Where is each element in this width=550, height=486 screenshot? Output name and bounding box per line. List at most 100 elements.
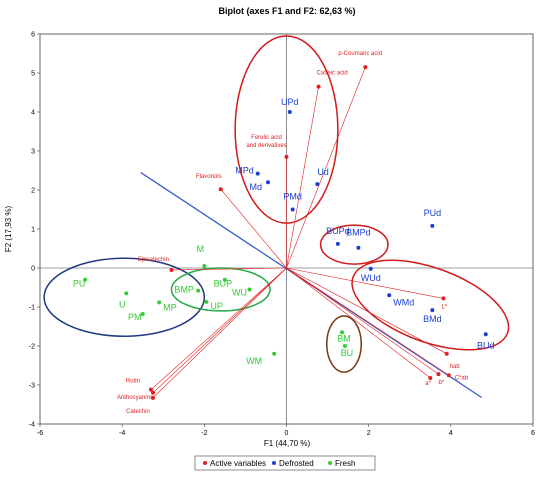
x-tick-label: 2 xyxy=(367,430,371,437)
x-tick-label: -6 xyxy=(37,430,43,437)
y-tick-label: 1 xyxy=(31,227,35,234)
ellipse-bm-bu xyxy=(326,315,363,373)
data-point xyxy=(428,375,433,380)
point-label: WMd xyxy=(393,297,414,307)
point-label: U xyxy=(119,299,126,309)
vector-line xyxy=(286,267,449,376)
data-point xyxy=(446,373,451,378)
point-label: C*ab xyxy=(455,375,469,381)
point-label: L* xyxy=(441,304,447,310)
data-point xyxy=(436,372,441,377)
point-label: BUPd xyxy=(326,226,350,236)
vector-line xyxy=(171,267,287,271)
ellipse-fresh-center xyxy=(170,267,271,312)
data-point xyxy=(430,308,435,313)
point-labels: p-Coumaric acid Caffeic acid Ferulic acid a… xyxy=(73,51,495,415)
point-label: Flavonols xyxy=(196,174,222,180)
point-label: BMd xyxy=(423,314,442,324)
data-point xyxy=(247,287,252,292)
legend-active-label: Active variables xyxy=(210,459,266,468)
data-point xyxy=(196,288,201,293)
data-point xyxy=(444,351,449,356)
legend-defrosted-marker xyxy=(272,461,276,465)
data-point xyxy=(290,207,295,212)
ellipse-fresh-left xyxy=(43,257,206,337)
data-point xyxy=(222,277,227,282)
point-label: WUd xyxy=(361,273,381,283)
chart-title: Biplot (axes F1 and F2: 62,63 %) xyxy=(218,6,355,16)
data-point xyxy=(284,154,289,159)
data-point xyxy=(157,300,162,305)
point-label: Ferulic acid xyxy=(251,135,282,141)
data-point xyxy=(335,241,340,246)
y-tick-label: -2 xyxy=(29,344,35,351)
data-point xyxy=(483,332,488,337)
legend-fresh-marker xyxy=(328,461,332,465)
point-label: p-Coumaric acid xyxy=(338,51,382,57)
ellipse-right-defrosted xyxy=(351,259,510,351)
y-tick-label: 0 xyxy=(31,266,35,273)
data-point xyxy=(441,296,446,301)
y-tick-label: -4 xyxy=(29,422,35,429)
legend-fresh-label: Fresh xyxy=(335,459,355,468)
point-label: PMd xyxy=(283,192,302,202)
ellipse-bupd-bmpd xyxy=(319,224,389,265)
point-label: Catechin xyxy=(126,409,150,415)
data-point xyxy=(150,395,155,400)
x-tick-label: -4 xyxy=(119,430,125,437)
biplot-lines xyxy=(140,67,483,399)
y-tick-label: 6 xyxy=(31,32,35,39)
data-point xyxy=(430,223,435,228)
point-label: PU xyxy=(73,279,86,289)
point-label: BUd xyxy=(477,340,495,350)
point-label: WU xyxy=(232,287,247,297)
x-tick-label: 4 xyxy=(449,430,453,437)
y-tick-label: 4 xyxy=(31,110,35,117)
point-label: Caffeic acid xyxy=(317,71,348,77)
point-label: M xyxy=(197,244,205,254)
y-tick-label: 3 xyxy=(31,149,35,156)
legend-defrosted-label: Defrosted xyxy=(279,459,314,468)
point-label: Md xyxy=(249,182,262,192)
point-label: MPd xyxy=(235,166,254,176)
data-point xyxy=(368,266,373,271)
point-label: BUP xyxy=(214,279,233,289)
data-point xyxy=(255,171,260,176)
data-point xyxy=(316,84,321,89)
data-point xyxy=(315,182,320,187)
point-label: Epicatechin xyxy=(138,257,169,263)
data-point xyxy=(169,267,174,272)
point-label: BM xyxy=(337,333,351,343)
y-tick-label: -1 xyxy=(29,305,35,312)
x-tick-label: 0 xyxy=(285,430,289,437)
point-label: hab xyxy=(450,364,461,370)
x-tick-label: -2 xyxy=(201,430,207,437)
data-point xyxy=(387,293,392,298)
data-point xyxy=(342,344,347,348)
data-point xyxy=(202,264,207,269)
data-point xyxy=(218,187,223,192)
point-label: UPd xyxy=(281,97,299,107)
data-point xyxy=(83,277,88,282)
data-point xyxy=(266,180,271,185)
data-point xyxy=(339,330,344,335)
vector-line xyxy=(286,267,444,299)
group-ellipses xyxy=(43,35,510,373)
point-label: Rutin xyxy=(126,379,140,385)
data-point xyxy=(272,351,277,356)
point-label: BMP xyxy=(174,285,194,295)
data-point xyxy=(150,390,155,395)
vector-line xyxy=(150,267,287,390)
data-point xyxy=(204,299,209,304)
y-tick-label: -3 xyxy=(29,383,35,390)
data-point xyxy=(356,245,361,250)
data-point xyxy=(148,387,153,392)
vector-line xyxy=(152,267,287,394)
vector-line xyxy=(152,267,287,399)
legend-active-marker xyxy=(203,461,207,465)
legend-box xyxy=(194,455,376,471)
point-label: BMPd xyxy=(346,228,371,238)
point-label: b* xyxy=(439,380,445,386)
point-label: BU xyxy=(341,348,354,358)
